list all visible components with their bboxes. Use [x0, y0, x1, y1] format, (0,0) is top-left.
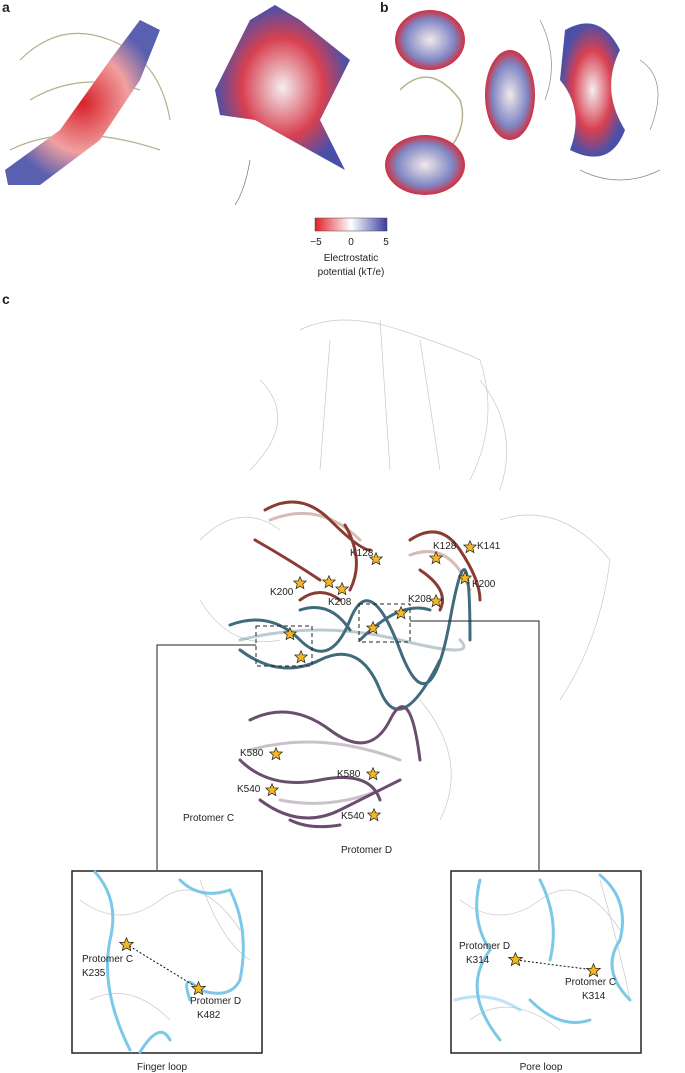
- protomer-label: Protomer D: [341, 845, 392, 856]
- colorbar-tick: 5: [383, 237, 389, 248]
- panel-c-structure: [156, 319, 611, 870]
- residue-label: K141: [477, 541, 501, 552]
- panel-b-structures: [385, 10, 661, 195]
- panel-a-structures: [5, 5, 350, 206]
- panel-label: a: [2, 0, 10, 15]
- colorbar-tick: 0: [348, 237, 354, 248]
- residue-label: K580: [240, 748, 264, 759]
- colorbar-title: Electrostatic: [324, 253, 378, 264]
- protomer-label: Protomer C: [183, 813, 234, 824]
- inset-label: Protomer C: [82, 954, 133, 965]
- residue-labels: K128 K128 K141 K200 K208 K200 K208 K580 …: [183, 541, 501, 856]
- residue-label: K580: [337, 769, 361, 780]
- residue-label: K540: [237, 784, 261, 795]
- colorbar: −5 0 5 Electrostatic potential (kT/e): [310, 217, 389, 278]
- residue-label: K200: [472, 579, 496, 590]
- inset-finger-loop: Protomer C K235 Protomer D K482 Finger l…: [71, 870, 263, 1073]
- inset-label: Protomer D: [190, 996, 241, 1007]
- residue-label: K128: [350, 548, 374, 559]
- residue-label: K208: [408, 594, 432, 605]
- residue-label: K200: [270, 587, 294, 598]
- inset-label: Protomer C: [565, 977, 616, 988]
- inset-label: K235: [82, 968, 106, 979]
- panel-label: c: [2, 291, 10, 307]
- colorbar-tick: −5: [310, 237, 322, 248]
- colorbar-title: potential (kT/e): [318, 267, 385, 278]
- residue-label: K128: [433, 541, 457, 552]
- inset-label: K482: [197, 1010, 221, 1021]
- panel-label: b: [380, 0, 389, 15]
- inset-label: Protomer D: [459, 941, 510, 952]
- residue-label: K208: [328, 597, 352, 608]
- inset-label: K314: [466, 955, 490, 966]
- residue-label: K540: [341, 811, 365, 822]
- stars: [265, 540, 477, 821]
- inset-pore-loop: Protomer D K314 Protomer C K314 Pore loo…: [450, 870, 642, 1073]
- inset-title: Finger loop: [137, 1062, 187, 1073]
- inset-title: Pore loop: [520, 1062, 563, 1073]
- inset-label: K314: [582, 991, 606, 1002]
